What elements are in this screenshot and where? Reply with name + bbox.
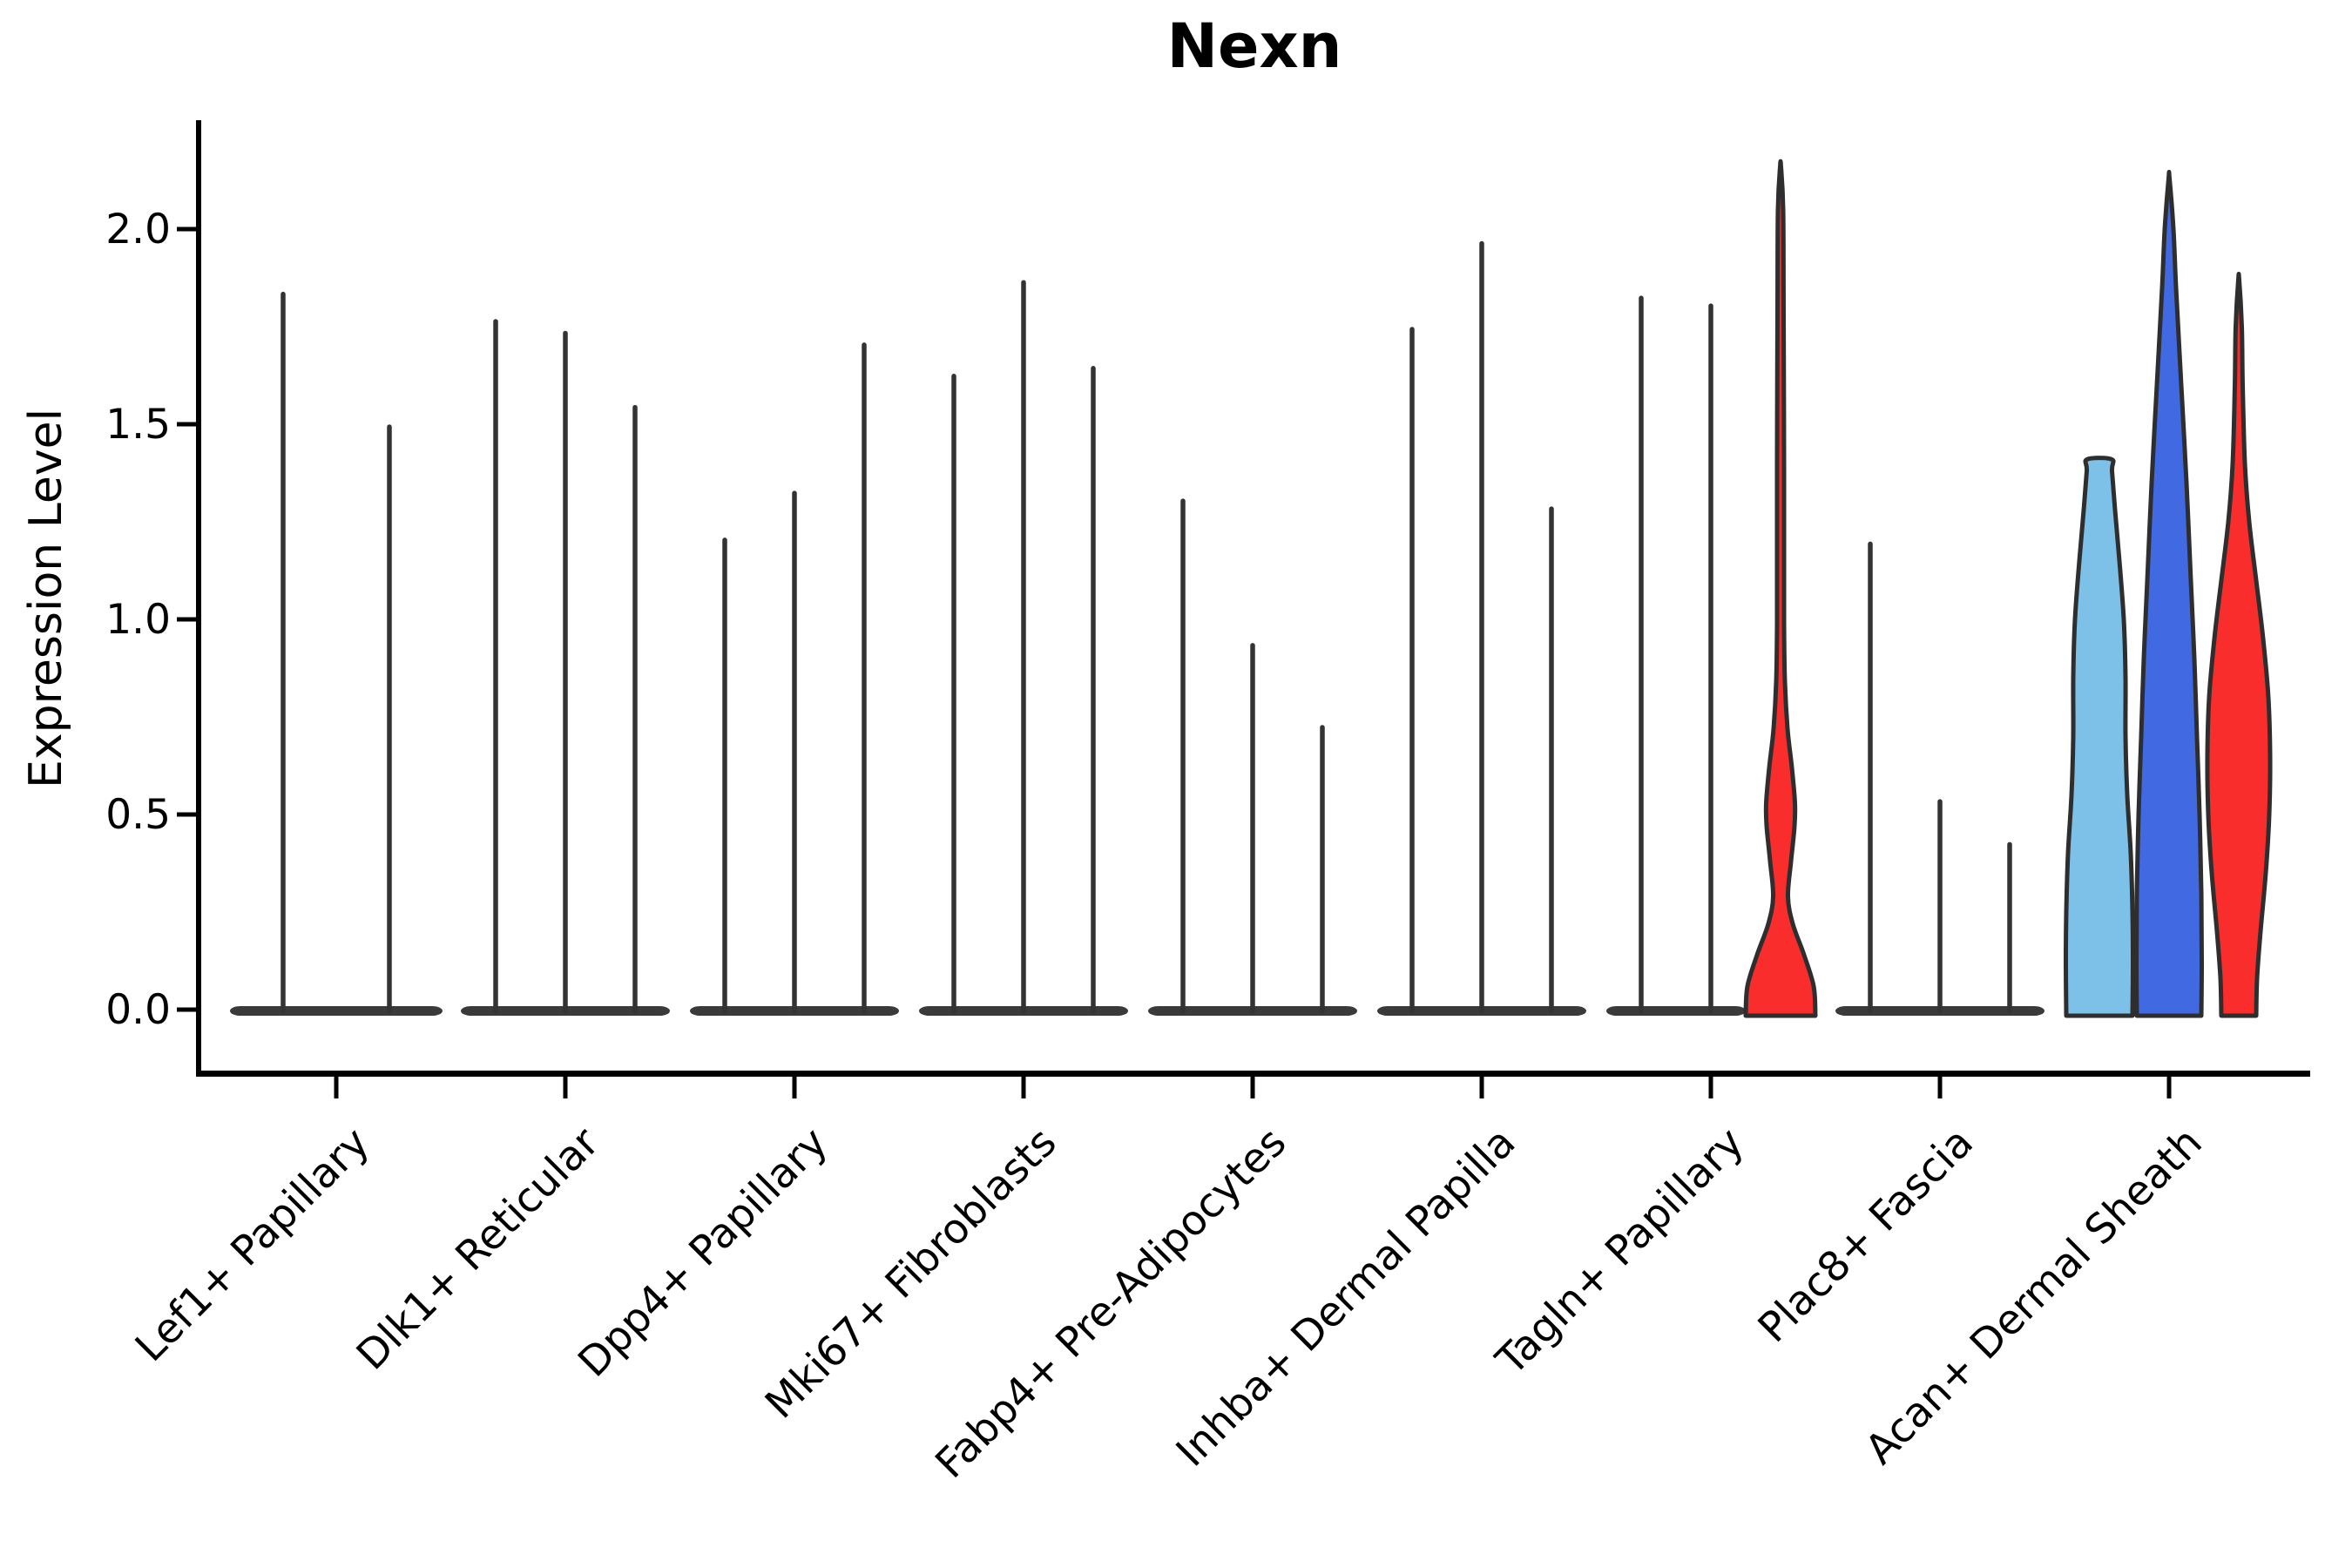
y-tick-label: 1.5 xyxy=(105,400,171,449)
violin-shape xyxy=(2064,456,2135,1018)
x-tick-mark xyxy=(1021,1077,1026,1098)
x-tick-mark xyxy=(1708,1077,1713,1098)
violin-base-band xyxy=(230,1006,443,1016)
x-tick-mark xyxy=(792,1077,797,1098)
x-tick-mark xyxy=(1479,1077,1484,1098)
y-tick-label: 2.0 xyxy=(105,205,171,253)
x-tick-mark xyxy=(334,1077,339,1098)
x-tick-mark xyxy=(1250,1077,1255,1098)
violin-shape xyxy=(1743,159,1818,1018)
x-tick-mark xyxy=(1937,1077,1943,1098)
y-tick-mark xyxy=(177,422,199,427)
chart-title: Nexn xyxy=(1166,10,1342,82)
y-axis-spine xyxy=(196,120,201,1077)
y-tick-mark xyxy=(177,226,199,232)
violin-base-band xyxy=(1606,1006,1746,1016)
y-tick-mark xyxy=(177,812,199,817)
y-tick-mark xyxy=(177,1007,199,1012)
y-tick-label: 1.0 xyxy=(105,595,171,644)
y-tick-label: 0.5 xyxy=(105,790,171,839)
y-tick-label: 0.0 xyxy=(105,985,171,1034)
x-tick-mark xyxy=(2166,1077,2172,1098)
x-tick-mark xyxy=(563,1077,568,1098)
x-axis-spine xyxy=(196,1071,2310,1077)
violin-shape xyxy=(2205,272,2273,1018)
violin-shape xyxy=(2134,170,2204,1018)
y-tick-mark xyxy=(177,617,199,622)
